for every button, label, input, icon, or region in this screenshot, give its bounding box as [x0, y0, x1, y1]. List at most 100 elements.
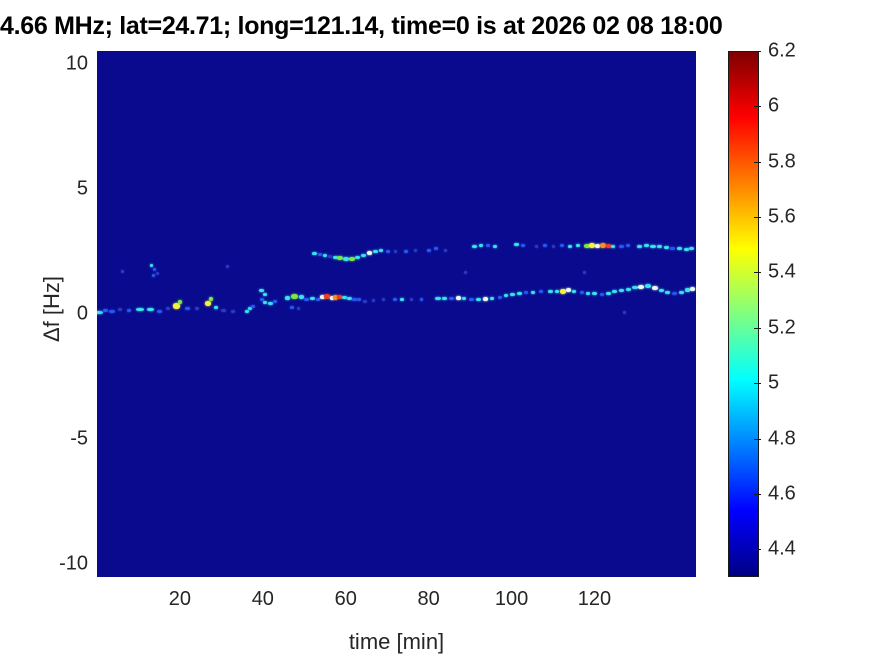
heatmap-point	[420, 297, 424, 301]
heatmap-point	[554, 289, 559, 293]
y-tick-label: 5	[76, 177, 88, 200]
x-tick-label: 40	[251, 588, 274, 610]
y-tick-label: -5	[70, 427, 88, 450]
heatmap-point	[392, 298, 397, 301]
heatmap-point	[472, 244, 478, 248]
heatmap-point	[663, 246, 669, 250]
heatmap-point	[177, 299, 182, 304]
heatmap-point	[226, 264, 230, 268]
heatmap-point	[586, 291, 591, 295]
heatmap-point	[284, 295, 290, 300]
heatmap-point	[400, 297, 405, 301]
heatmap-point	[355, 256, 361, 260]
heatmap-point	[462, 296, 467, 300]
heatmap-point	[433, 247, 438, 251]
heatmap-point	[268, 302, 274, 305]
colorbar-tick-label: 5	[768, 371, 780, 394]
heatmap-point	[221, 309, 227, 312]
heatmap-point	[678, 290, 684, 294]
heatmap-point	[149, 263, 153, 267]
heatmap-point	[631, 286, 638, 290]
heatmap-point	[531, 290, 536, 294]
heatmap-point	[469, 297, 475, 301]
colorbar-tick	[754, 272, 761, 274]
colorbar-tick-label: 5.2	[768, 316, 796, 339]
heatmap-point	[251, 305, 256, 308]
heatmap-point	[605, 244, 611, 249]
colorbar-tick-label: 5.4	[768, 260, 796, 283]
heatmap-point	[357, 297, 362, 301]
colorbar-tick-label: 4.8	[768, 427, 796, 450]
heatmap-point	[343, 256, 350, 261]
colorbar	[728, 51, 759, 577]
colorbar-tick	[754, 327, 761, 329]
heatmap-point	[651, 285, 658, 290]
heatmap-point	[185, 306, 191, 310]
heatmap-point	[366, 250, 372, 255]
heatmap-point	[643, 244, 649, 248]
heatmap-point	[248, 307, 252, 310]
heatmap-point	[592, 292, 598, 296]
heatmap-point	[332, 255, 338, 259]
heatmap-point	[671, 292, 677, 295]
heatmap-point	[304, 298, 310, 301]
heatmap-point	[626, 244, 630, 248]
heatmap-point	[565, 288, 571, 293]
heatmap-point	[548, 290, 553, 293]
heatmap-point	[442, 296, 448, 300]
heatmap-point	[351, 298, 357, 301]
heatmap-point	[690, 287, 696, 291]
heatmap-point	[332, 294, 338, 300]
heatmap-point	[618, 244, 624, 248]
heatmap-point	[318, 252, 322, 256]
heatmap-point	[262, 301, 267, 305]
heatmap-point	[342, 295, 347, 299]
heatmap-point	[108, 310, 115, 313]
heatmap-point	[683, 247, 689, 251]
heatmap-point	[245, 310, 250, 313]
colorbar-tick-label: 4.4	[768, 537, 796, 560]
heatmap-point	[657, 245, 662, 249]
heatmap-point	[576, 244, 581, 248]
heatmap-point	[551, 244, 555, 248]
heatmap-point	[524, 291, 528, 294]
heatmap-point	[665, 291, 671, 294]
x-tick-label: 60	[334, 588, 357, 610]
heatmap-point	[151, 274, 155, 278]
heatmap-point	[348, 257, 355, 262]
heatmap-point	[156, 272, 160, 276]
heatmap-point	[310, 297, 316, 300]
heatmap-point	[153, 268, 157, 272]
heatmap-point	[118, 308, 123, 311]
x-tick-label: 100	[494, 588, 529, 610]
heatmap-point	[337, 294, 343, 299]
heatmap-point	[612, 290, 618, 294]
heatmap-point	[448, 297, 454, 300]
heatmap-point	[363, 299, 368, 303]
heatmap-point	[136, 308, 145, 311]
heatmap-point	[618, 289, 624, 292]
heatmap-point	[311, 251, 317, 255]
colorbar-tick-label: 4.6	[768, 482, 796, 505]
heatmap-point	[290, 293, 298, 299]
heatmap-point	[600, 243, 607, 249]
heatmap-point	[463, 270, 467, 274]
heatmap-point	[520, 244, 525, 248]
heatmap-point	[568, 244, 572, 248]
heatmap-point	[414, 249, 418, 253]
y-tick-label: -10	[59, 552, 88, 575]
heatmap-point	[379, 249, 383, 253]
heatmap-point	[434, 297, 441, 300]
plot-area	[97, 51, 696, 577]
heatmap-point	[157, 309, 163, 313]
heatmap-point	[594, 244, 600, 249]
colorbar-tick	[754, 161, 761, 163]
heatmap-point	[381, 297, 385, 301]
heatmap-point	[637, 244, 643, 248]
heatmap-point	[272, 299, 277, 303]
heatmap-point	[165, 307, 170, 310]
heatmap-point	[482, 297, 488, 301]
heatmap-point	[605, 291, 611, 295]
heatmap-point	[205, 301, 212, 306]
heatmap-point	[372, 249, 378, 253]
